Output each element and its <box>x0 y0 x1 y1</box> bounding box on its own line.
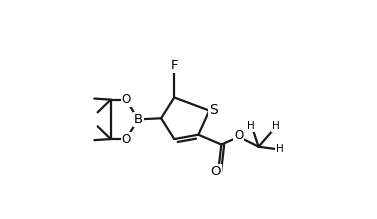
Text: H: H <box>271 121 279 131</box>
Text: H: H <box>276 144 284 154</box>
Text: S: S <box>209 102 218 117</box>
Text: B: B <box>133 113 143 126</box>
Text: O: O <box>234 129 244 142</box>
Text: F: F <box>170 59 178 72</box>
Text: O: O <box>210 165 221 178</box>
Text: O: O <box>121 132 131 146</box>
Text: O: O <box>121 93 131 106</box>
Text: H: H <box>247 121 255 131</box>
